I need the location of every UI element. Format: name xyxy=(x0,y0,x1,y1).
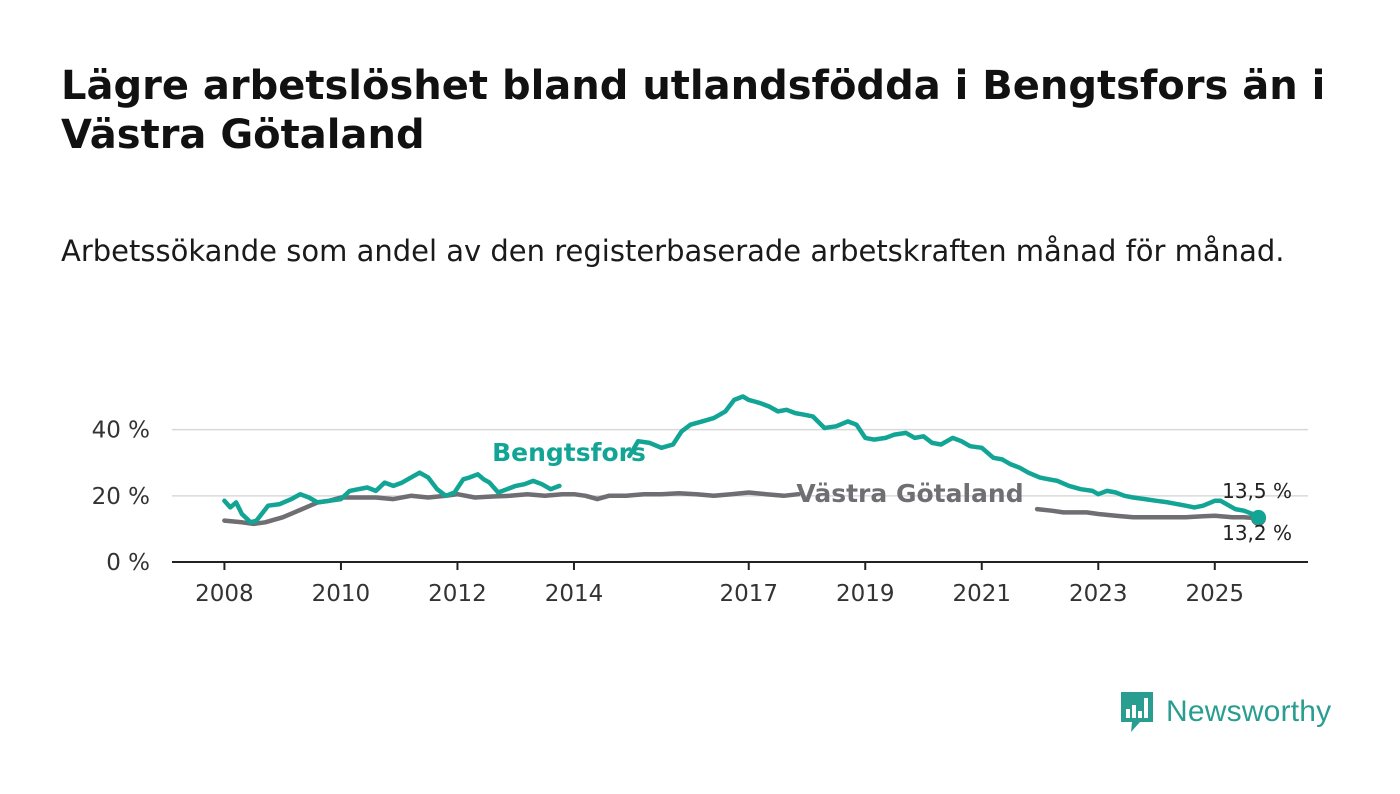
bengtsfors-line xyxy=(222,470,562,525)
bengtsfors-end-value: 13,5 % xyxy=(1222,479,1292,503)
bengtsfors-line xyxy=(627,394,1261,520)
x-tick-label: 2025 xyxy=(1186,581,1245,607)
bengtsfors-label: Bengtsfors xyxy=(492,438,646,467)
gridlines xyxy=(172,428,1308,497)
y-axis-tick-labels: 0 % 20 % 40 % xyxy=(92,418,150,576)
x-tick-label: 2012 xyxy=(428,581,487,607)
y-tick-label: 40 % xyxy=(92,418,150,444)
vastra-gotaland-end-value: 13,2 % xyxy=(1222,521,1292,545)
vastra-gotaland-line xyxy=(1034,506,1261,521)
x-tick-label: 2008 xyxy=(195,581,254,607)
series-labels: Bengtsfors Västra Götaland 13,5 % 13,2 % xyxy=(492,438,1292,545)
x-tick-label: 2010 xyxy=(312,581,371,607)
newsworthy-logo-icon xyxy=(1121,692,1153,732)
vastra-gotaland-line xyxy=(222,490,801,527)
y-tick-label: 20 % xyxy=(92,484,150,510)
brand-name: Newsworthy xyxy=(1166,695,1332,728)
y-tick-label: 0 % xyxy=(106,550,150,576)
newsworthy-brand[interactable]: Newsworthy xyxy=(1118,690,1331,734)
x-tick-label: 2019 xyxy=(836,581,895,607)
x-tick-label: 2014 xyxy=(545,581,604,607)
chart-title: Lägre arbetslöshet bland utlandsfödda i … xyxy=(61,63,1326,158)
x-tick-label: 2021 xyxy=(952,581,1011,607)
x-tick-label: 2017 xyxy=(719,581,778,607)
vastra-gotaland-label: Västra Götaland xyxy=(796,479,1023,508)
x-axis: 2008 2010 2012 2014 2017 2019 2021 2023 2025 xyxy=(172,561,1308,607)
chart-subtitle: Arbetssökande som andel av den registerb… xyxy=(61,234,1285,268)
bengtsfors-end-marker xyxy=(1250,509,1266,525)
x-tick-label: 2023 xyxy=(1069,581,1128,607)
series-lines xyxy=(222,394,1266,527)
